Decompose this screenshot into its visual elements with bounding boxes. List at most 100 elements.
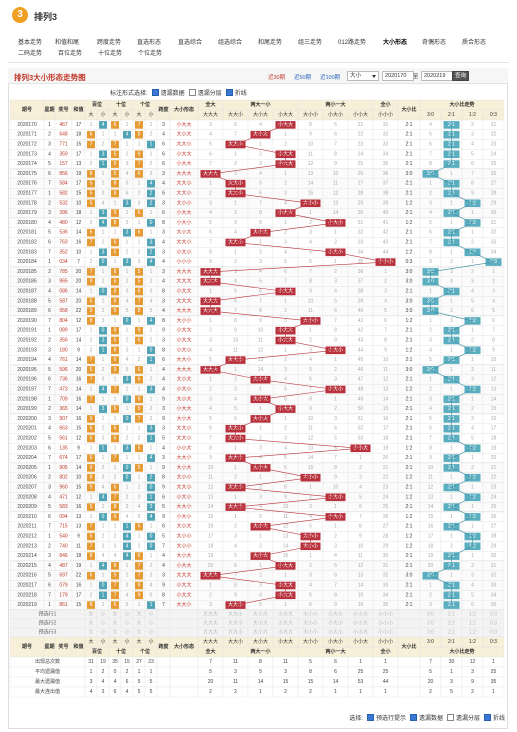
header-sub-label: 大大大 — [203, 111, 218, 118]
option[interactable]: 折线 — [483, 713, 505, 722]
omission: 2 — [102, 426, 105, 432]
hit-digit: 5 — [114, 161, 117, 167]
omission: 5 — [259, 279, 262, 285]
omission: 26 — [358, 171, 364, 177]
nav-link[interactable]: 跨度走势 — [97, 40, 122, 46]
checkbox[interactable] — [483, 714, 491, 721]
preselect-option: 小 — [124, 620, 129, 627]
omission: 26 — [491, 171, 497, 177]
omission: 2 — [471, 240, 474, 246]
nav-link[interactable]: 十位走势 — [98, 51, 123, 57]
nav-link[interactable]: 奇偶形态 — [422, 40, 447, 46]
nav-link[interactable]: 基本走势 — [18, 40, 43, 46]
omission: 9 — [471, 191, 474, 197]
stat-value: 14 — [258, 679, 264, 685]
row-text: 7 — [48, 455, 51, 461]
option[interactable]: 折线 — [225, 88, 247, 97]
omission: 2 — [150, 563, 153, 569]
checkbox[interactable] — [225, 89, 233, 96]
omission: 16 — [491, 416, 497, 422]
option[interactable]: 预选行提示 — [366, 713, 406, 722]
header-label: 全小 — [379, 648, 390, 655]
stat-value: 35 — [491, 679, 497, 685]
span-value: 6 — [162, 494, 165, 500]
row-text: 15 — [76, 191, 82, 197]
omission: 2 — [150, 161, 153, 167]
omission: 4 — [334, 289, 337, 295]
stat-cell — [397, 666, 421, 678]
checkbox[interactable] — [446, 714, 454, 721]
row-text: 2020203 — [17, 445, 37, 451]
omission: 2 — [429, 592, 432, 598]
omission: 1 — [114, 416, 117, 422]
stat-value: 5 — [150, 689, 153, 695]
nav-link[interactable]: 二码走势 — [18, 51, 43, 57]
nav-link[interactable]: 个位走势 — [138, 51, 163, 57]
omission: 2 — [471, 338, 474, 344]
row-text: 13 — [76, 524, 82, 530]
stat-cell — [169, 666, 199, 678]
nav-link[interactable]: 直选综合 — [178, 40, 203, 46]
omission: 9 — [492, 347, 495, 353]
omission: 3 — [309, 347, 312, 353]
stat-value: 44 — [383, 679, 389, 685]
omission: 9 — [259, 318, 262, 324]
option[interactable]: 遗漏数据 — [151, 88, 185, 97]
omission: 1 — [114, 396, 117, 402]
checkbox[interactable] — [151, 89, 159, 96]
nav-link[interactable]: 和值和尾 — [55, 40, 80, 46]
stat-value: 1 — [90, 669, 93, 675]
hit-digit: 8 — [138, 132, 141, 138]
nav-link[interactable]: 百位走势 — [58, 51, 83, 57]
checkbox[interactable] — [366, 714, 374, 721]
option[interactable]: 遗漏分层 — [188, 88, 222, 97]
omission: 4 — [284, 200, 287, 206]
option[interactable]: 遗漏分层 — [446, 713, 480, 722]
hit-digit: 8 — [114, 220, 117, 226]
nav-link[interactable]: 和尾走势 — [258, 40, 283, 46]
stat-value: 1 — [138, 669, 141, 675]
omission: 14 — [308, 181, 314, 187]
checkbox[interactable] — [188, 89, 196, 96]
recent-link[interactable]: 近50期 — [294, 75, 312, 81]
omission: 6 — [284, 396, 287, 402]
hit-digit: 4 — [126, 553, 129, 559]
omission: 33 — [383, 142, 389, 148]
recent-link[interactable]: 近100期 — [320, 75, 341, 81]
omission: 2 — [234, 161, 237, 167]
hit-digit: 4 — [150, 181, 153, 187]
nav-link[interactable]: 质合形态 — [462, 40, 487, 46]
omission: 15 — [428, 514, 434, 520]
omission: 1 — [138, 318, 141, 324]
row-text: 905 — [59, 465, 68, 471]
row-text: 18 — [76, 210, 82, 216]
select[interactable]: 大小 — [347, 71, 379, 81]
omission: 5 — [234, 289, 237, 295]
omission: 38 — [383, 191, 389, 197]
hit-shape: 大小小 — [303, 474, 318, 481]
stat-value: 1 — [384, 689, 387, 695]
recent-link[interactable]: 近30期 — [268, 75, 286, 81]
stat-value: 2 — [234, 689, 237, 695]
nav-link[interactable]: 组三走势 — [298, 40, 323, 46]
checkbox[interactable] — [409, 714, 417, 721]
nav-link[interactable]: 大小形态 — [383, 40, 408, 46]
nav-link[interactable]: 组选综合 — [218, 40, 243, 46]
omission: 1 — [150, 465, 153, 471]
nav-link[interactable]: 直选形态 — [137, 40, 162, 46]
hit-digit: 7 — [114, 455, 117, 461]
stat-value: 1 — [150, 669, 153, 675]
option[interactable]: 遗漏数据 — [409, 713, 443, 722]
omission: 2 — [471, 563, 474, 569]
query-button[interactable]: 查询 — [452, 71, 470, 81]
preselect-cell — [156, 627, 171, 638]
hit-digit: 5 — [138, 465, 141, 471]
option-label: 遗漏分层 — [455, 716, 480, 722]
from-input[interactable]: 2020170 — [382, 71, 414, 81]
omission: 5 — [384, 308, 387, 314]
hit-box — [99, 287, 107, 296]
header-label: 星期 — [44, 643, 54, 650]
nav-link[interactable]: 012路走势 — [338, 40, 367, 46]
row-text: 18 — [76, 553, 82, 559]
